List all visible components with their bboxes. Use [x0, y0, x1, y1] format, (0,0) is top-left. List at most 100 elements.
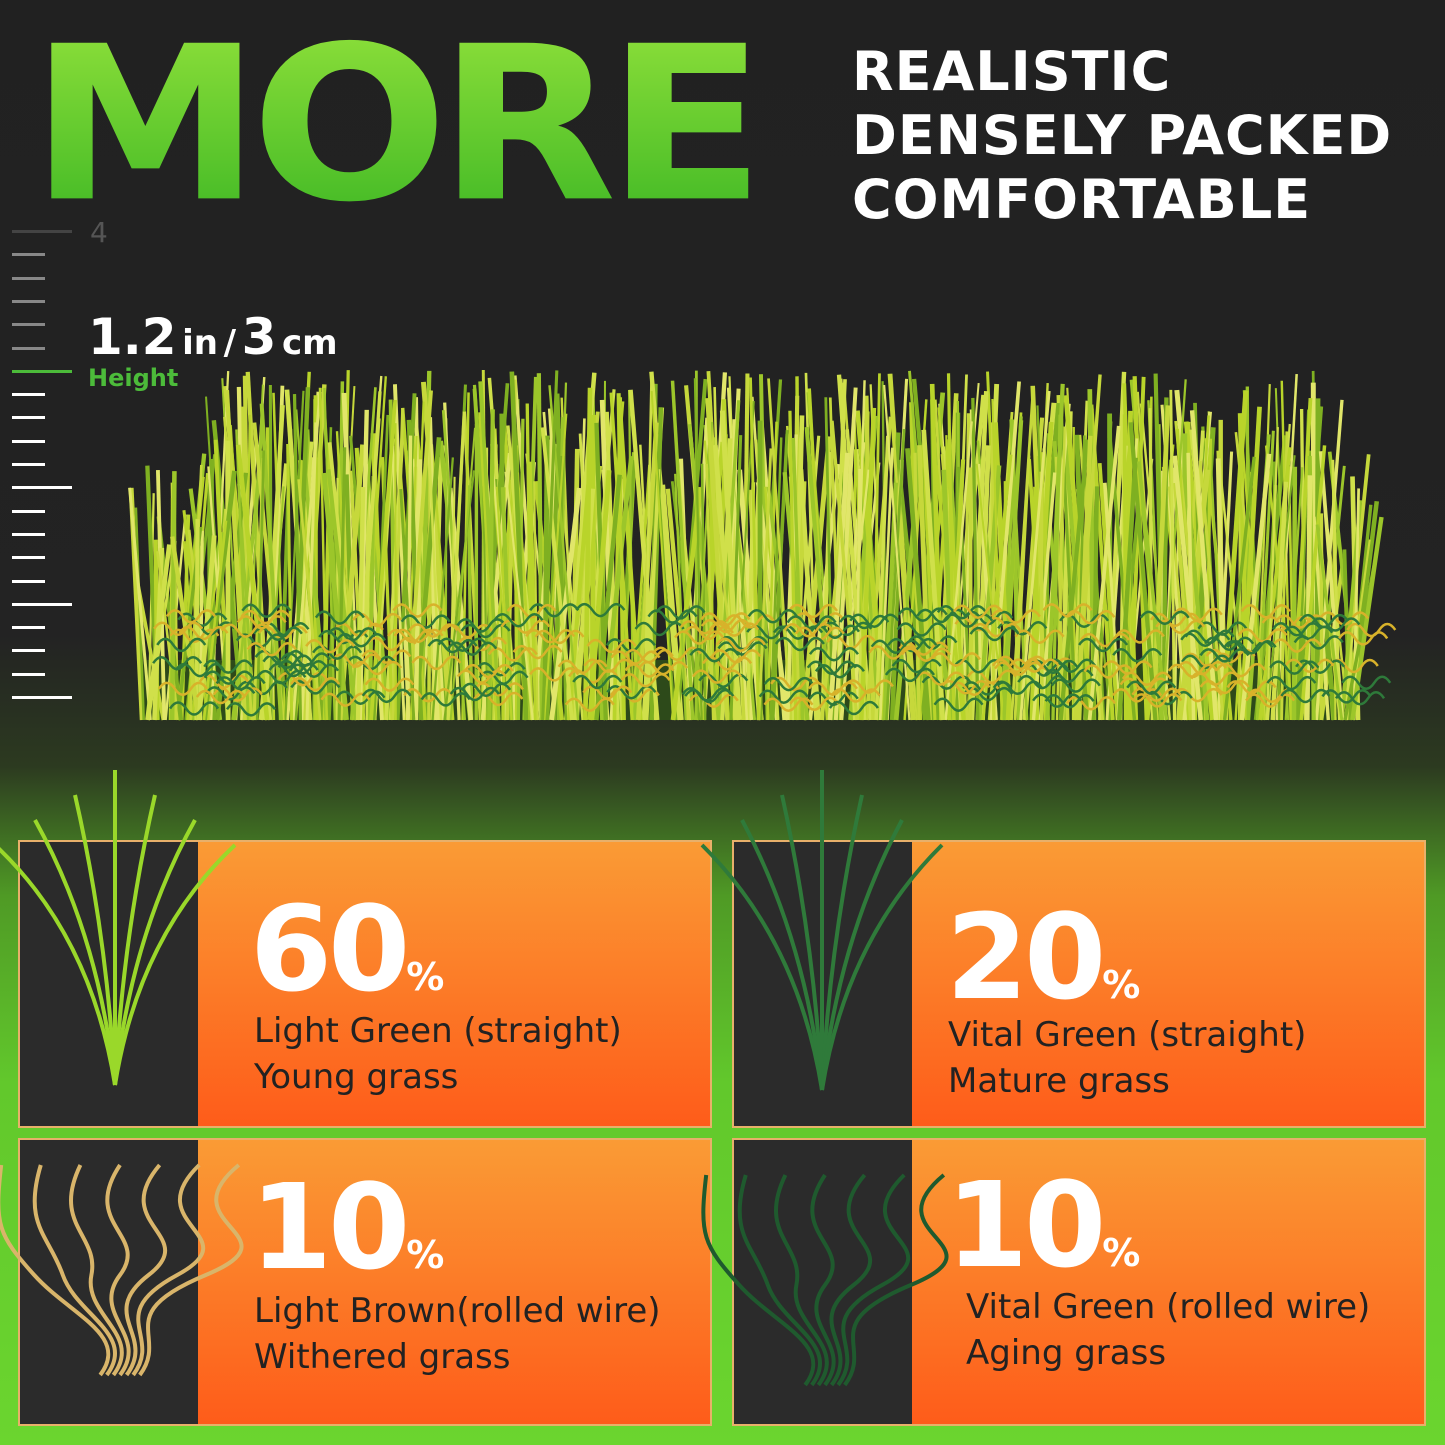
- curly-fiber: [684, 688, 735, 704]
- card-line1: Light Green (straight): [254, 1011, 622, 1051]
- curly-fiber: [897, 607, 948, 622]
- curly-fiber: [896, 622, 947, 637]
- grass-blade: [782, 472, 810, 721]
- curly-fiber: [1341, 675, 1392, 690]
- curly-fiber: [870, 639, 921, 654]
- curly-fiber: [361, 649, 412, 664]
- sample-blade: [113, 843, 237, 1086]
- curly-fiber: [475, 661, 526, 677]
- curly-fiber: [763, 676, 814, 692]
- grass-blade: [1055, 426, 1066, 721]
- curly-fiber: [1050, 678, 1101, 693]
- curly-fiber: [1009, 658, 1060, 673]
- grass-blade: [1299, 445, 1327, 721]
- curly-fiber: [1310, 617, 1361, 632]
- card-line2: Withered grass: [254, 1337, 511, 1377]
- grass-blade: [504, 471, 534, 721]
- curly-fiber: [930, 652, 981, 667]
- grass-blade: [449, 427, 476, 721]
- grass-blade: [540, 427, 574, 721]
- sample-blade: [0, 1164, 111, 1377]
- grass-blade: [883, 384, 911, 721]
- curly-fiber: [169, 628, 220, 644]
- curly-fiber: [828, 700, 879, 716]
- curly-fiber: [564, 697, 615, 712]
- card-line1: Vital Green (straight): [948, 1015, 1307, 1055]
- grass-blade: [284, 390, 305, 721]
- grass-blade: [443, 470, 476, 721]
- curly-fiber: [512, 644, 563, 660]
- grass-blade-samples-icon: [0, 770, 949, 1387]
- curly-fiber: [557, 659, 608, 674]
- artificial-turf-image: [128, 369, 1397, 721]
- grass-blade: [549, 487, 582, 721]
- curly-fiber: [610, 650, 661, 665]
- curly-fiber: [1112, 647, 1163, 663]
- sample-blade: [113, 819, 197, 1086]
- sample-blade: [0, 847, 117, 1086]
- curly-fiber: [205, 686, 256, 701]
- curly-fiber: [177, 612, 228, 627]
- curly-fiber: [152, 656, 203, 671]
- curly-fiber: [1181, 654, 1232, 670]
- curly-fiber: [1176, 660, 1227, 676]
- curly-fiber: [683, 625, 734, 641]
- grass-blade: [1097, 463, 1120, 721]
- ruler-tick: [12, 463, 45, 466]
- curly-fiber: [891, 658, 942, 674]
- curly-fiber: [1078, 637, 1129, 653]
- grass-blade: [1045, 383, 1065, 721]
- curly-fiber: [991, 658, 1042, 674]
- ruler-tick: [12, 393, 45, 397]
- ruler-tick: [12, 486, 72, 490]
- grass-blade: [391, 408, 405, 721]
- grass-blade: [495, 486, 513, 721]
- ruler-icon: [12, 230, 92, 730]
- ruler-tick: [12, 509, 45, 513]
- curly-fiber: [361, 688, 412, 704]
- ruler-mark: 4: [90, 216, 108, 249]
- grass-blade: [399, 489, 416, 721]
- grass-blade: [1256, 430, 1275, 721]
- grass-blade: [1002, 416, 1023, 721]
- curly-fiber: [449, 686, 500, 702]
- curly-fiber: [997, 621, 1048, 636]
- curly-fiber: [623, 648, 674, 664]
- grass-blade: [599, 399, 616, 721]
- curly-fiber: [1338, 631, 1389, 646]
- curly-fiber: [225, 702, 277, 717]
- curly-fiber: [387, 628, 438, 644]
- curly-fiber: [992, 680, 1043, 695]
- curly-fiber: [933, 697, 984, 712]
- grass-blade: [628, 389, 660, 721]
- grass-blade: [431, 457, 454, 721]
- grass-blade: [405, 435, 413, 721]
- grass-blade: [169, 471, 177, 721]
- curly-fiber: [700, 612, 751, 627]
- grass-blade: [461, 392, 470, 721]
- sample-blade: [105, 1163, 131, 1377]
- grass-blade: [612, 397, 623, 721]
- grass-blade: [478, 412, 498, 721]
- sample-blade: [843, 1173, 949, 1387]
- grass-blade: [196, 535, 217, 721]
- curly-fiber: [366, 636, 417, 652]
- grass-blade: [427, 432, 443, 721]
- grass-blade: [449, 476, 456, 721]
- ruler-tick: [12, 416, 45, 420]
- curly-fiber: [949, 681, 1000, 697]
- sample-blade: [773, 1174, 829, 1387]
- ruler-tick: [12, 253, 45, 257]
- grass-blade: [757, 448, 773, 721]
- curly-fiber: [691, 669, 743, 684]
- curly-fiber: [787, 603, 839, 619]
- percent-value: 60%: [250, 880, 445, 1018]
- curly-fiber: [575, 602, 626, 618]
- sample-blade: [33, 819, 117, 1086]
- ruler-tick: [12, 346, 45, 350]
- curly-fiber: [327, 627, 378, 642]
- curly-fiber: [1150, 612, 1201, 628]
- grass-blade: [527, 461, 539, 721]
- grass-blade: [395, 393, 417, 721]
- curly-fiber: [529, 603, 580, 618]
